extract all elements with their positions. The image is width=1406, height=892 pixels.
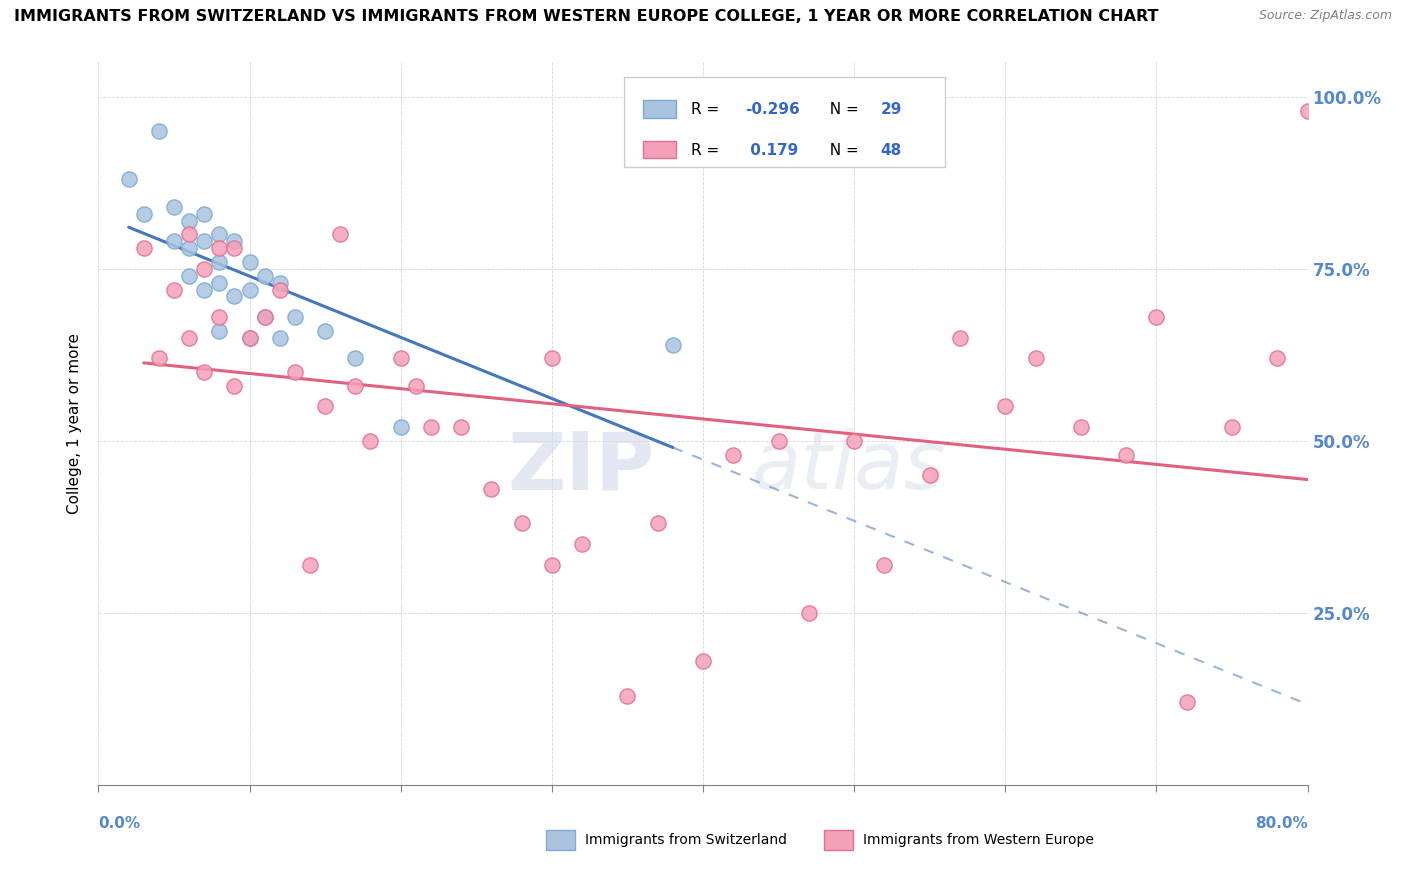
Bar	[824, 830, 853, 850]
Point	[768, 434, 790, 448]
Point	[616, 689, 638, 703]
Point	[269, 283, 291, 297]
Point	[148, 351, 170, 366]
Point	[208, 227, 231, 242]
Text: Immigrants from Switzerland: Immigrants from Switzerland	[585, 833, 786, 847]
Point	[148, 124, 170, 138]
Point	[269, 331, 291, 345]
Point	[314, 324, 336, 338]
Point	[179, 213, 201, 227]
Point	[314, 400, 336, 414]
Point	[1115, 448, 1137, 462]
Point	[179, 241, 201, 255]
Point	[1024, 351, 1046, 366]
Point	[239, 331, 262, 345]
Point	[1296, 103, 1319, 118]
Point	[179, 268, 201, 283]
Point	[994, 400, 1017, 414]
Point	[918, 468, 941, 483]
Point	[844, 434, 866, 448]
Point	[510, 516, 533, 531]
Bar	[643, 100, 676, 118]
Point	[253, 310, 276, 324]
Text: ZIP: ZIP	[508, 428, 655, 506]
Point	[163, 235, 186, 249]
Point	[253, 310, 276, 324]
Point	[692, 654, 714, 668]
Text: IMMIGRANTS FROM SWITZERLAND VS IMMIGRANTS FROM WESTERN EUROPE COLLEGE, 1 YEAR OR: IMMIGRANTS FROM SWITZERLAND VS IMMIGRANT…	[14, 9, 1159, 24]
Text: Source: ZipAtlas.com: Source: ZipAtlas.com	[1258, 9, 1392, 22]
Text: 29: 29	[880, 102, 903, 117]
Point	[540, 351, 562, 366]
Point	[118, 172, 141, 186]
Point	[239, 283, 262, 297]
Text: N =: N =	[820, 102, 863, 117]
Bar	[546, 830, 575, 850]
Point	[1070, 420, 1092, 434]
Point	[389, 420, 412, 434]
Point	[239, 331, 262, 345]
Point	[647, 516, 669, 531]
Point	[360, 434, 382, 448]
Point	[132, 207, 155, 221]
Point	[873, 558, 896, 572]
Text: N =: N =	[820, 143, 863, 158]
Point	[239, 255, 262, 269]
Point	[179, 227, 201, 242]
Point	[224, 241, 246, 255]
Point	[344, 379, 367, 393]
Text: R =: R =	[690, 143, 724, 158]
Point	[797, 606, 820, 620]
Point	[723, 448, 745, 462]
Point	[208, 324, 231, 338]
Point	[269, 276, 291, 290]
Point	[284, 310, 307, 324]
Point	[661, 337, 683, 351]
Point	[163, 283, 186, 297]
Point	[224, 289, 246, 303]
Text: atlas: atlas	[751, 428, 946, 506]
Text: Immigrants from Western Europe: Immigrants from Western Europe	[863, 833, 1094, 847]
Y-axis label: College, 1 year or more: College, 1 year or more	[67, 334, 83, 514]
Point	[193, 261, 215, 276]
Point	[1144, 310, 1167, 324]
Point	[284, 365, 307, 379]
Text: 48: 48	[880, 143, 903, 158]
Bar	[643, 141, 676, 158]
Point	[132, 241, 155, 255]
Point	[163, 200, 186, 214]
Point	[179, 331, 201, 345]
Point	[193, 283, 215, 297]
Point	[450, 420, 472, 434]
Point	[420, 420, 443, 434]
Text: 0.179: 0.179	[745, 143, 799, 158]
Point	[329, 227, 352, 242]
Text: R =: R =	[690, 102, 724, 117]
Point	[949, 331, 972, 345]
Point	[1175, 695, 1198, 709]
Point	[1267, 351, 1289, 366]
Point	[224, 379, 246, 393]
Point	[299, 558, 322, 572]
Point	[208, 276, 231, 290]
Point	[1220, 420, 1243, 434]
Point	[253, 268, 276, 283]
Point	[344, 351, 367, 366]
Point	[571, 537, 593, 551]
Point	[224, 235, 246, 249]
Point	[208, 255, 231, 269]
Bar	[624, 77, 945, 167]
Text: 0.0%: 0.0%	[98, 816, 141, 831]
Point	[540, 558, 562, 572]
Point	[193, 235, 215, 249]
Point	[193, 365, 215, 379]
Point	[193, 207, 215, 221]
Text: 80.0%: 80.0%	[1254, 816, 1308, 831]
Point	[389, 351, 412, 366]
Text: -0.296: -0.296	[745, 102, 800, 117]
Point	[405, 379, 427, 393]
Point	[481, 482, 503, 496]
Point	[208, 241, 231, 255]
Point	[208, 310, 231, 324]
